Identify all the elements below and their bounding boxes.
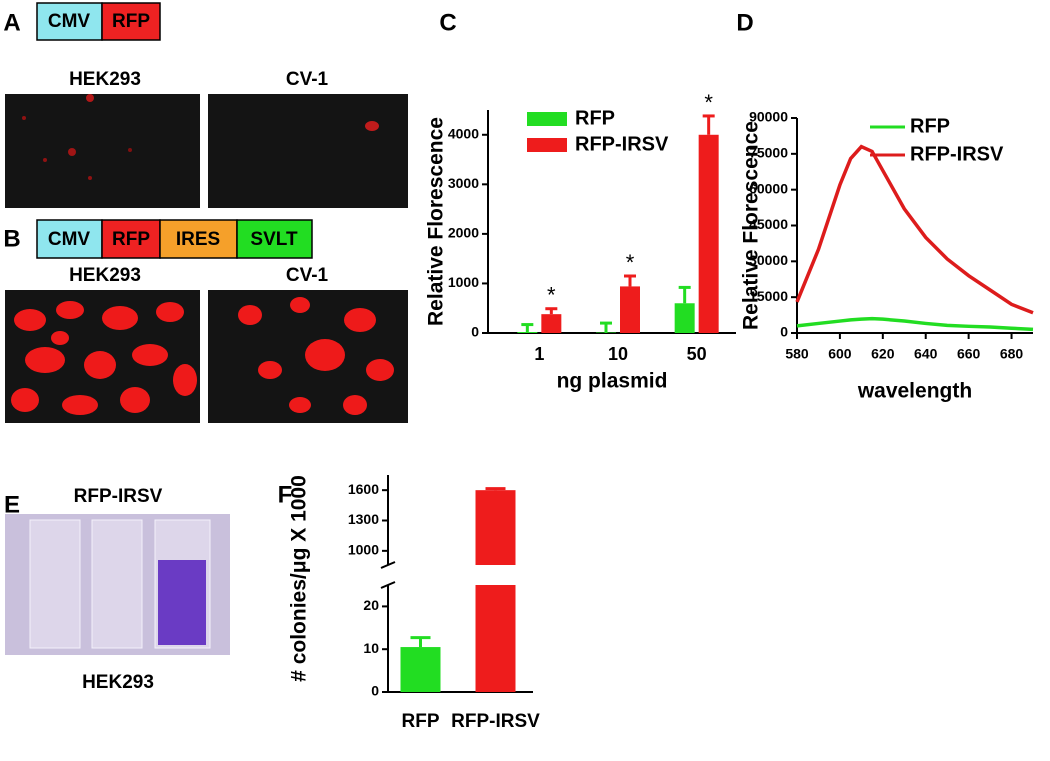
y-tick-label: 90000 [749,109,788,125]
panel-label: F [278,481,293,508]
construct-label: CMV [48,229,91,250]
axis-break [380,581,396,589]
x-tick-label: RFP-IRSV [451,711,540,732]
x-tick-label: RFP [402,711,440,732]
line-series [795,144,1034,315]
y-tick-label: 0 [780,324,788,340]
construct-label: RFP [112,229,150,250]
legend-label: RFP [575,107,615,129]
x-tick-label: 10 [608,344,628,364]
x-tick-label: 50 [687,344,707,364]
micrograph [208,290,408,423]
axis-break [380,561,396,569]
y-tick-label: 60000 [749,180,788,196]
image-label: CV-1 [286,69,329,90]
y-tick-label: 75000 [749,145,788,161]
y-tick-label: 1300 [348,511,379,527]
y-tick-label: 1000 [448,274,479,290]
significance-mark: * [547,283,556,308]
bar [400,647,441,692]
y-axis-label: Relative Florescence [425,117,448,326]
line-series [796,316,1034,332]
y-tick-label: 20 [363,597,379,613]
x-tick-label: 660 [957,346,981,362]
y-tick-label: 1600 [348,481,379,497]
legend-label: RFP [910,115,950,137]
panel-label: B [3,225,20,252]
significance-mark: * [704,90,713,115]
y-tick-label: 0 [371,683,379,699]
significance-mark: * [626,250,635,275]
y-tick-label: 15000 [749,288,788,304]
construct-label: RFP [112,11,150,32]
bar [698,134,719,333]
x-tick-label: 1 [534,344,544,364]
image-label: HEK293 [69,69,141,90]
y-tick-label: 30000 [749,252,788,268]
image-label: HEK293 [69,265,141,286]
y-axis-label: Relative Florescence [740,121,763,330]
y-tick-label: 1000 [348,542,379,558]
construct-box [36,2,103,41]
panel-label: A [3,9,20,36]
x-axis-label: ng plasmid [557,370,668,393]
micrograph [5,290,200,423]
construct-label: SVLT [250,229,298,250]
construct-label: IRES [176,229,220,250]
x-tick-label: 600 [828,346,852,362]
x-tick-label: 580 [785,346,809,362]
cuvette-photo [5,514,230,655]
bar [517,332,538,333]
bar [674,303,695,333]
bar [475,490,516,565]
panel-label: E [4,491,20,518]
legend-swatch [527,112,567,126]
micrograph [208,94,408,208]
y-tick-label: 10 [363,640,379,656]
construct-box [36,219,103,259]
construct-box [101,2,161,41]
image-label: CV-1 [286,265,329,286]
bar [541,314,562,333]
construct-box [236,219,313,259]
image-label: RFP-IRSV [74,486,163,507]
construct-box [159,219,238,259]
legend-label: RFP-IRSV [910,143,1004,165]
legend-label: RFP-IRSV [575,133,669,155]
construct-label: CMV [48,11,91,32]
bar [475,585,516,692]
legend-swatch [527,138,567,152]
image-label: HEK293 [82,672,154,693]
x-tick-label: 680 [1000,346,1024,362]
y-tick-label: 45000 [749,216,788,232]
x-axis-label: wavelength [857,380,972,403]
bar [620,286,640,333]
y-tick-label: 0 [471,324,479,340]
y-tick-label: 4000 [448,125,479,141]
y-tick-label: 3000 [448,175,479,191]
x-tick-label: 640 [914,346,938,362]
panel-label: D [736,9,753,36]
micrograph [5,94,200,208]
y-tick-label: 2000 [448,225,479,241]
x-tick-label: 620 [871,346,895,362]
y-axis-label: # colonies/μg X 1000 [288,475,311,682]
panel-label: C [439,9,456,36]
